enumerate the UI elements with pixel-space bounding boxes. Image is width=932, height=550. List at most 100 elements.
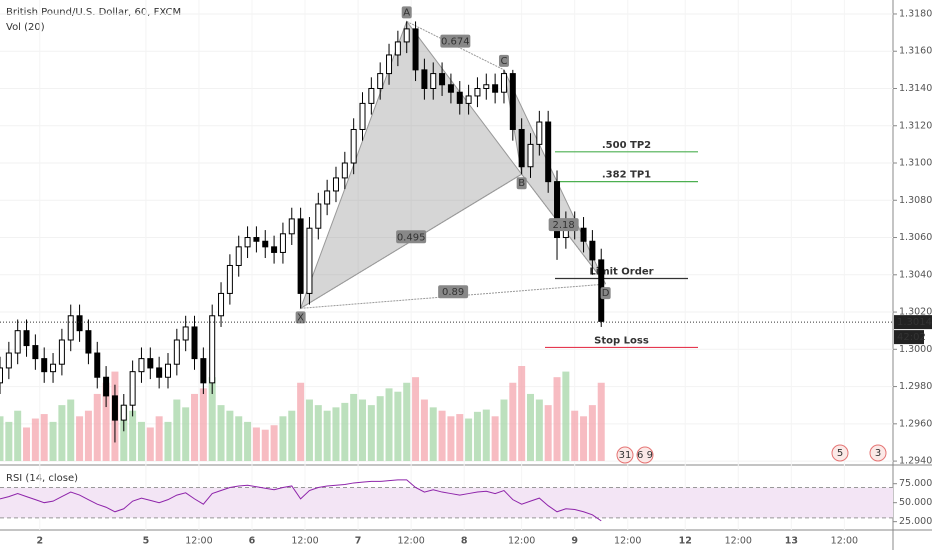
candle-body [218,292,225,317]
rsi-tick-label: 50.0000 [899,497,932,508]
price-tag: 1.30146 [897,317,932,328]
event-badge-label: 6 9 [637,450,653,461]
volume-bar [199,388,207,461]
volume-bar [323,410,331,461]
candle-body [5,352,12,369]
volume-bar [385,388,393,461]
x-tick-label: 12:00 [185,536,212,547]
countdown-box [894,330,924,345]
volume-bar [350,393,358,461]
volume-bar [456,414,464,461]
candle-body [306,227,313,294]
volume-bar [0,416,4,461]
volume-bar [465,418,473,461]
candle-body [138,358,145,373]
countdown: 42:02 [897,332,926,343]
candle-body [509,73,516,130]
candle-body [288,218,295,235]
volume-bar [509,382,517,461]
y-tick-label: 1.31600 [899,46,932,57]
rsi-label: RSI (14, close) [6,473,78,484]
pattern-point-badge [401,6,412,19]
y-tick-label: 1.30400 [899,269,932,280]
volume-bar [297,382,305,461]
pattern-point-label: B [518,178,525,189]
volume-bar [252,427,260,461]
candle-body [32,345,39,360]
level-label: Limit Order [589,267,653,278]
candle-body [182,326,189,341]
volume-bar [191,393,199,461]
pattern-point-badge [295,311,306,324]
volume-bar [305,399,313,461]
ratio-label: 0.495 [397,232,426,243]
candle-body [527,143,534,168]
volume-bar [173,399,181,461]
volume-bar [49,421,57,461]
candle-body [456,91,463,104]
x-tick-label: 8 [461,536,468,547]
volume-bar [526,393,534,461]
volume-bar [562,371,570,461]
volume-bar [67,399,75,461]
candle-body [164,363,171,378]
volume-bar [588,405,596,461]
volume-bar [544,405,552,461]
volume-label: Vol (20) [6,22,45,33]
candle-body [368,87,375,104]
volume-bar [58,405,66,461]
volume-bar [235,416,243,461]
pattern-point-label: A [403,7,410,18]
candle-body [545,121,552,183]
pattern-point-label: X [297,312,304,323]
y-tick-label: 1.29800 [899,381,932,392]
level-label: Stop Loss [594,335,649,346]
volume-bar [332,407,340,461]
event-badge [636,446,654,464]
candle-body [103,376,110,397]
y-tick-label: 1.31000 [899,158,932,169]
candle-body [465,95,472,104]
volume-bar [23,427,31,461]
y-tick-label: 1.30800 [899,195,932,206]
ratio-badge [438,285,469,299]
event-badge [831,444,849,462]
volume-bar [482,409,490,461]
volume-bar [182,407,190,461]
volume-bar [84,410,92,461]
candle-body [253,237,260,242]
candle-body [120,404,127,421]
x-tick-label: 12:00 [508,536,535,547]
candle-body [200,358,207,384]
x-tick-label: 5 [143,536,150,547]
candle-body [359,102,366,130]
volume-bar [403,382,411,461]
candle-body [0,367,3,384]
candle-body [173,339,180,365]
candle-body [439,73,446,86]
rsi-tick-label: 25.0000 [899,516,932,527]
candle-body [580,227,587,242]
x-tick-label: 13 [785,536,798,547]
volume-bar [571,410,579,461]
candle-body [147,358,154,369]
candle-body [244,237,251,248]
candle-body [129,371,136,406]
candle-body [536,121,543,145]
candle-body [447,84,454,93]
chart-title: British Pound/U.S. Dollar, 60, FXCM [6,7,181,18]
candle-body [474,87,481,97]
volume-bar [429,407,437,461]
candle-body [76,315,83,332]
candle-body [377,73,384,89]
candle-body [191,326,198,360]
candle-body [85,330,92,354]
level-label: .382 TP1 [602,170,651,181]
volume-bar [376,396,384,461]
volume-bar [491,416,499,461]
volume-bar [518,366,526,461]
ratio-label: 0.674 [441,37,470,48]
volume-bar [5,421,13,461]
candle-body [492,84,499,93]
